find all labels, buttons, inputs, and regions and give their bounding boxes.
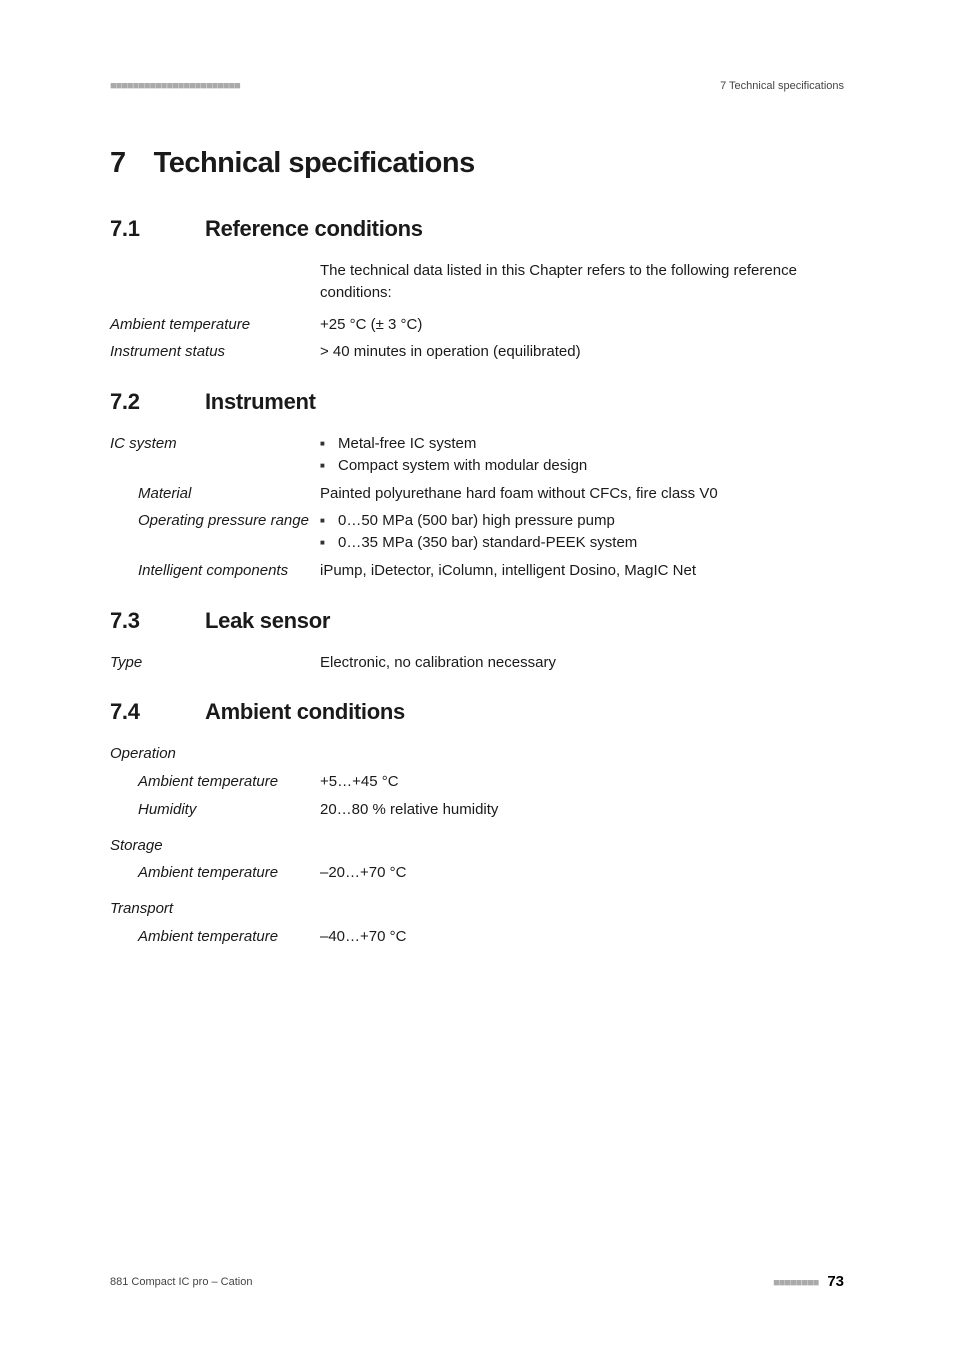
section-heading: 7.3Leak sensor: [110, 608, 844, 634]
spec-group-label: Transport: [110, 898, 320, 920]
spec-row: Ambient temperature +25 °C (± 3 °C): [110, 314, 844, 336]
spec-row: Instrument status > 40 minutes in operat…: [110, 341, 844, 363]
spec-value: Painted polyurethane hard foam without C…: [320, 483, 844, 505]
header-chapter-label: 7 Technical specifications: [720, 80, 844, 92]
bullet-list: 0…50 MPa (500 bar) high pressure pump 0……: [320, 510, 844, 554]
section-intro: The technical data listed in this Chapte…: [320, 260, 844, 304]
spec-row: Ambient temperature +5…+45 °C: [110, 771, 844, 793]
spec-group-heading: Storage: [110, 835, 844, 857]
bullet-list: Metal-free IC system Compact system with…: [320, 433, 844, 477]
spec-value: > 40 minutes in operation (equilibrated): [320, 341, 844, 363]
spec-row: Operating pressure range 0…50 MPa (500 b…: [110, 510, 844, 554]
spec-label: Instrument status: [110, 341, 320, 363]
spec-group-heading: Transport: [110, 898, 844, 920]
section-reference-conditions: 7.1Reference conditions The technical da…: [110, 216, 844, 363]
spec-label: Ambient temperature: [110, 926, 320, 948]
section-title: Reference conditions: [205, 216, 423, 241]
spec-value: iPump, iDetector, iColumn, intelligent D…: [320, 560, 844, 582]
chapter-heading: 7 Technical specifications: [110, 147, 844, 180]
chapter-number: 7: [110, 147, 126, 179]
spec-row: Ambient temperature –20…+70 °C: [110, 862, 844, 884]
spec-value: –40…+70 °C: [320, 926, 844, 948]
section-number: 7.3: [110, 608, 205, 634]
spec-row: Material Painted polyurethane hard foam …: [110, 483, 844, 505]
section-title: Leak sensor: [205, 608, 330, 633]
spec-row: Type Electronic, no calibration necessar…: [110, 652, 844, 674]
spec-row: Ambient temperature –40…+70 °C: [110, 926, 844, 948]
spec-label: Operating pressure range: [110, 510, 320, 532]
bullet-item: Metal-free IC system: [320, 433, 844, 455]
bullet-item: 0…35 MPa (350 bar) standard-PEEK system: [320, 532, 844, 554]
spec-label: Type: [110, 652, 320, 674]
spec-row: Intelligent components iPump, iDetector,…: [110, 560, 844, 582]
bullet-item: Compact system with modular design: [320, 455, 844, 477]
section-number: 7.4: [110, 699, 205, 725]
spec-value: 0…50 MPa (500 bar) high pressure pump 0……: [320, 510, 844, 554]
spec-value: +5…+45 °C: [320, 771, 844, 793]
spec-label: Intelligent components: [110, 560, 320, 582]
section-leak-sensor: 7.3Leak sensor Type Electronic, no calib…: [110, 608, 844, 674]
spec-label: Ambient temperature: [110, 862, 320, 884]
page-number: 73: [827, 1273, 844, 1290]
bullet-item: 0…50 MPa (500 bar) high pressure pump: [320, 510, 844, 532]
section-instrument: 7.2Instrument IC system Metal-free IC sy…: [110, 389, 844, 582]
spec-row: Humidity 20…80 % relative humidity: [110, 799, 844, 821]
spec-value: Metal-free IC system Compact system with…: [320, 433, 844, 477]
spec-label: Material: [110, 483, 320, 505]
spec-label: Ambient temperature: [110, 314, 320, 336]
spec-label: IC system: [110, 433, 320, 455]
page-header: ■■■■■■■■■■■■■■■■■■■■■■■ 7 Technical spec…: [110, 80, 844, 92]
section-heading: 7.2Instrument: [110, 389, 844, 415]
page-footer: 881 Compact IC pro – Cation ■■■■■■■■ 73: [110, 1273, 844, 1290]
spec-group-heading: Operation: [110, 743, 844, 765]
spec-group-label: Operation: [110, 743, 320, 765]
footer-right: ■■■■■■■■ 73: [773, 1273, 844, 1290]
spec-value: –20…+70 °C: [320, 862, 844, 884]
section-heading: 7.1Reference conditions: [110, 216, 844, 242]
footer-left: 881 Compact IC pro – Cation: [110, 1276, 252, 1288]
spec-value: Electronic, no calibration necessary: [320, 652, 844, 674]
section-heading: 7.4Ambient conditions: [110, 699, 844, 725]
section-title: Ambient conditions: [205, 699, 405, 724]
header-dots: ■■■■■■■■■■■■■■■■■■■■■■■: [110, 80, 240, 92]
footer-dots: ■■■■■■■■: [773, 1277, 818, 1289]
section-title: Instrument: [205, 389, 316, 414]
spec-value: +25 °C (± 3 °C): [320, 314, 844, 336]
spec-label: Humidity: [110, 799, 320, 821]
section-number: 7.1: [110, 216, 205, 242]
spec-label: Ambient temperature: [110, 771, 320, 793]
spec-row: IC system Metal-free IC system Compact s…: [110, 433, 844, 477]
section-number: 7.2: [110, 389, 205, 415]
chapter-title: Technical specifications: [154, 147, 475, 179]
section-ambient-conditions: 7.4Ambient conditions Operation Ambient …: [110, 699, 844, 947]
spec-group-label: Storage: [110, 835, 320, 857]
spec-value: 20…80 % relative humidity: [320, 799, 844, 821]
